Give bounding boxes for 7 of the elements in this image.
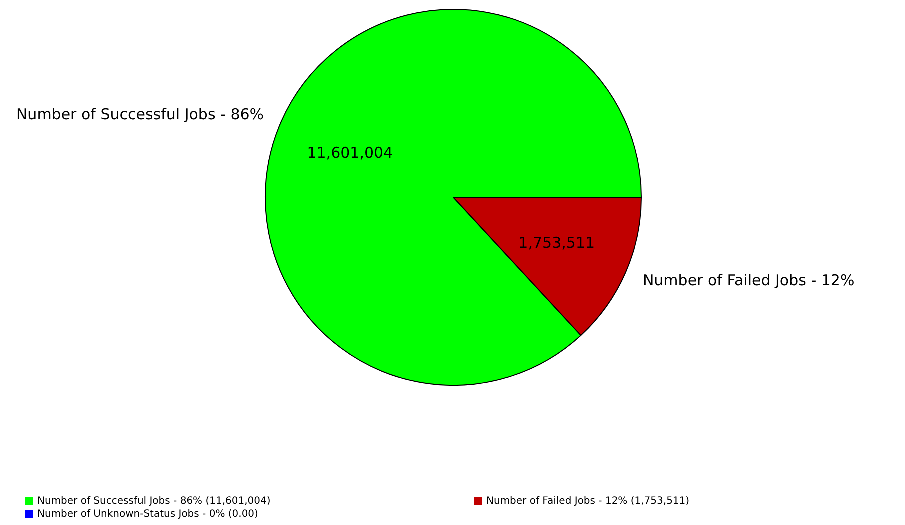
legend-label: Number of Unknown-Status Jobs - 0% (0.00) (38, 509, 259, 520)
data-label: 1,753,511 (518, 234, 596, 252)
data-label: 11,601,004 (307, 144, 394, 162)
text: Number of Successful Jobs - 86% (16, 106, 264, 124)
legend-label: Number of Failed Jobs - 12% (1,753,511) (486, 496, 690, 507)
text: Number of Failed Jobs - 12% (642, 271, 855, 290)
legend-label: Number of Successful Jobs - 86% (11,601,004) (38, 496, 271, 507)
